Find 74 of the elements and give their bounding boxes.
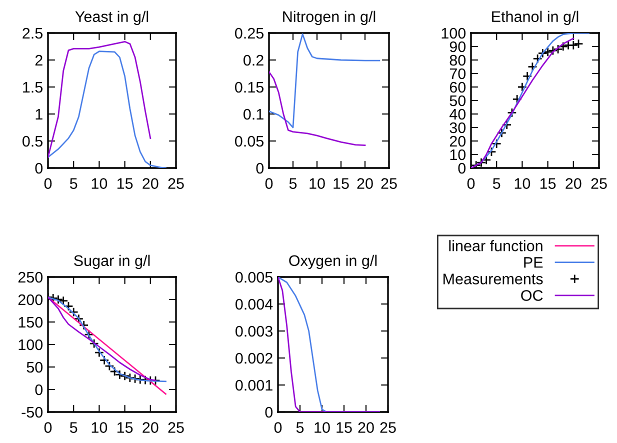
x-tick-label: 0 — [274, 422, 282, 433]
x-tick-label: 25 — [591, 178, 607, 189]
x-tick-label: 5 — [289, 178, 297, 189]
x-tick-label: 5 — [492, 178, 500, 189]
y-tick-label: 100 — [18, 339, 43, 350]
y-tick-label: 0.004 — [236, 298, 273, 310]
y-tick-label: 0.2 — [244, 54, 264, 66]
x-tick-label: 25 — [381, 178, 397, 189]
x-tick-label: 25 — [380, 422, 396, 433]
x-tick-label: 0 — [44, 422, 52, 433]
x-tick-label: 10 — [514, 178, 530, 189]
chart-title: Ethanol in g/l — [492, 10, 578, 26]
y-tick-label: 1.5 — [23, 82, 42, 93]
y-tick-label: 0 — [256, 162, 264, 174]
x-tick-label: 15 — [336, 422, 352, 433]
x-tick-label: 20 — [142, 178, 158, 189]
x-tick-label: 10 — [92, 178, 108, 189]
x-tick-label: 0 — [44, 178, 52, 189]
y-tick-label: 90 — [450, 41, 466, 52]
legend-label: Measurements — [444, 274, 543, 284]
y-tick-label: 70 — [450, 68, 466, 80]
x-tick-label: 25 — [168, 422, 184, 433]
y-tick-label: 80 — [450, 54, 466, 66]
y-tick-label: 1 — [36, 109, 42, 120]
x-tick-label: 5 — [70, 422, 78, 433]
x-tick-label: 20 — [566, 178, 582, 189]
legend-label: PE — [524, 257, 543, 268]
y-tick-label: 0.001 — [236, 380, 272, 391]
y-tick-label: 0 — [265, 406, 273, 418]
y-tick-label: 0 — [458, 162, 466, 174]
x-tick-label: 5 — [296, 422, 304, 433]
x-tick-label: 15 — [117, 422, 133, 433]
x-tick-label: 20 — [358, 422, 374, 433]
x-tick-label: 25 — [168, 178, 184, 189]
y-tick-label: 40 — [450, 108, 466, 120]
y-tick-label: 0.005 — [236, 272, 272, 283]
y-tick-label: 0.003 — [236, 326, 272, 337]
x-tick-label: 10 — [314, 422, 330, 433]
chart-title: Oxygen in g/l — [289, 254, 377, 270]
chart-title: Nitrogen in g/l — [283, 10, 376, 26]
y-tick-label: 0.25 — [235, 28, 264, 39]
chart-title: Yeast in g/l — [75, 10, 148, 26]
y-tick-label: 60 — [450, 82, 466, 93]
y-tick-label: 20 — [450, 136, 466, 147]
y-tick-label: 2 — [35, 54, 42, 66]
y-tick-label: 50 — [26, 362, 43, 373]
y-tick-label: -50 — [22, 406, 43, 418]
x-tick-label: 5 — [70, 178, 78, 189]
y-tick-label: 50 — [450, 95, 466, 106]
y-tick-label: 200 — [18, 294, 43, 306]
y-tick-label: 0.002 — [236, 352, 272, 364]
y-tick-label: 0.05 — [235, 136, 264, 147]
y-tick-label: 2.5 — [22, 28, 42, 39]
y-tick-label: 250 — [18, 272, 43, 283]
y-tick-label: 0.1 — [244, 108, 264, 120]
y-tick-label: 0 — [35, 384, 43, 396]
x-tick-label: 20 — [142, 422, 158, 433]
x-tick-label: 20 — [357, 178, 373, 189]
y-tick-label: 0 — [35, 162, 43, 174]
x-tick-label: 10 — [92, 422, 108, 433]
y-tick-label: 100 — [442, 28, 466, 39]
y-tick-label: 150 — [18, 316, 43, 328]
y-tick-label: 30 — [450, 122, 466, 134]
y-tick-label: 10 — [450, 149, 466, 160]
legend-label: OC — [521, 290, 543, 301]
x-tick-label: 15 — [334, 178, 349, 189]
chart-title: Sugar in g/l — [74, 254, 150, 270]
legend-label: linear function — [449, 240, 542, 252]
x-tick-label: 15 — [540, 178, 556, 189]
x-tick-label: 15 — [117, 178, 133, 189]
x-tick-label: 0 — [467, 178, 475, 189]
x-tick-label: 10 — [310, 178, 325, 189]
y-tick-label: 0.15 — [235, 82, 264, 93]
y-tick-label: 0.5 — [22, 136, 42, 147]
